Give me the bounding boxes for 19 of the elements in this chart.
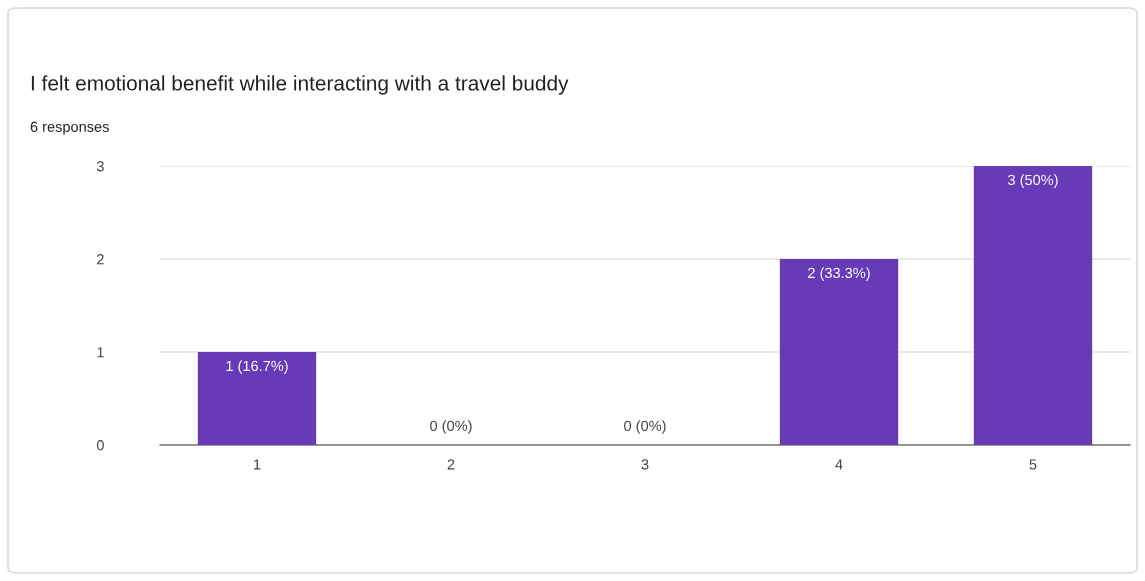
data-label: 0 (0%) (430, 420, 472, 434)
x-tick-label: 4 (835, 459, 843, 470)
bar (779, 259, 899, 445)
x-tick-label: 5 (1029, 459, 1037, 470)
data-label: 3 (50%) (1008, 174, 1058, 188)
x-tick-label: 3 (641, 459, 649, 470)
x-tick-label: 2 (447, 459, 455, 470)
y-tick-label: 1 (97, 347, 104, 358)
chart-subtitle: 6 responses (30, 121, 109, 135)
data-label: 1 (16.7%) (226, 360, 288, 374)
y-tick-label: 2 (97, 254, 104, 265)
y-tick-label: 3 (96, 161, 104, 172)
bar (973, 166, 1093, 445)
x-tick-label: 1 (254, 459, 261, 470)
data-label: 2 (33.3%) (808, 267, 870, 281)
y-tick-label: 0 (96, 440, 104, 451)
chart-title: I felt emotional benefit while interacting with a travel buddy (31, 75, 569, 95)
bar (197, 352, 317, 445)
data-label: 0 (0%) (624, 420, 666, 434)
